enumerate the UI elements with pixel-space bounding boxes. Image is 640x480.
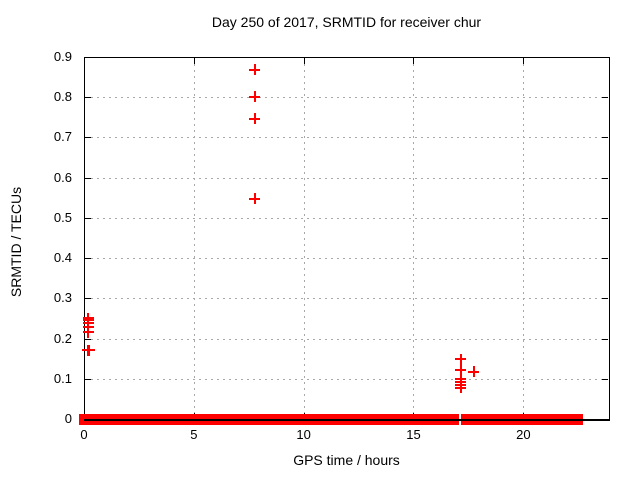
y-tick-label: 0.6 (53, 169, 72, 185)
x-tick-mark-top (413, 58, 415, 64)
y-tick-label: 0.4 (53, 250, 72, 266)
x-tick-mark-top (523, 58, 525, 64)
x-tick-mark-top (84, 58, 85, 64)
x-tick-label: 5 (190, 427, 198, 442)
x-axis-line (84, 419, 610, 421)
plot-area (84, 57, 610, 420)
y-gridline (85, 177, 608, 179)
y-tick-mark-right (602, 378, 608, 380)
chart-title: Day 250 of 2017, SRMTID for receiver chu… (211, 14, 482, 30)
y-tick-label: 0.9 (53, 49, 72, 64)
x-tick-mark-top (303, 58, 305, 64)
y-tick-label: 0.3 (53, 290, 72, 306)
y-tick-mark (85, 217, 91, 219)
x-tick-label: 20 (516, 427, 531, 442)
y-tick-mark (85, 338, 91, 340)
y-tick-mark-right (602, 258, 608, 260)
data-point-marker (249, 64, 261, 76)
y-tick-mark (85, 378, 91, 380)
y-tick-label: 0 (64, 411, 72, 426)
x-gridline (303, 58, 305, 418)
x-tick-label: 0 (80, 427, 88, 442)
y-tick-mark-right (602, 177, 608, 179)
y-gridline (85, 378, 608, 380)
y-gridline (85, 338, 608, 340)
data-point-marker (455, 382, 467, 394)
data-point-marker (249, 91, 261, 103)
y-tick-mark (85, 177, 91, 179)
x-gridline (413, 58, 415, 418)
data-point-marker (249, 193, 261, 205)
x-tick-label: 10 (296, 427, 311, 442)
data-point-marker (455, 364, 467, 376)
y-tick-mark-right (602, 298, 608, 300)
y-tick-mark (85, 298, 91, 300)
y-tick-label: 0.1 (53, 370, 72, 386)
data-point-marker (468, 366, 480, 378)
x-axis-title: GPS time / hours (293, 452, 400, 468)
y-tick-label: 0.2 (53, 330, 72, 346)
y-tick-label: 0.7 (53, 129, 72, 145)
data-point-marker (83, 344, 95, 356)
y-tick-mark (85, 57, 91, 58)
x-gridline (523, 58, 525, 418)
y-gridline (85, 97, 608, 99)
y-tick-label: 0.5 (53, 209, 72, 225)
y-gridline (85, 137, 608, 139)
data-point-marker (249, 113, 261, 125)
y-tick-mark (85, 97, 91, 99)
y-tick-mark (85, 258, 91, 260)
y-tick-mark (85, 137, 91, 139)
y-gridline (85, 217, 608, 219)
data-point-marker (455, 353, 467, 365)
y-tick-mark-right (602, 338, 608, 340)
data-point-marker (82, 326, 94, 338)
y-gridline (85, 258, 608, 260)
y-tick-mark-right (602, 137, 608, 139)
y-gridline (85, 298, 608, 300)
x-tick-mark-top (193, 58, 195, 64)
y-tick-label: 0.8 (53, 89, 72, 105)
y-tick-mark-right (602, 97, 608, 99)
x-gridline (193, 58, 195, 418)
y-tick-mark-right (602, 217, 608, 219)
x-tick-label: 15 (406, 427, 421, 442)
y-axis-title: SRMTID / TECUs (8, 186, 24, 298)
y-tick-mark-right (602, 57, 608, 58)
